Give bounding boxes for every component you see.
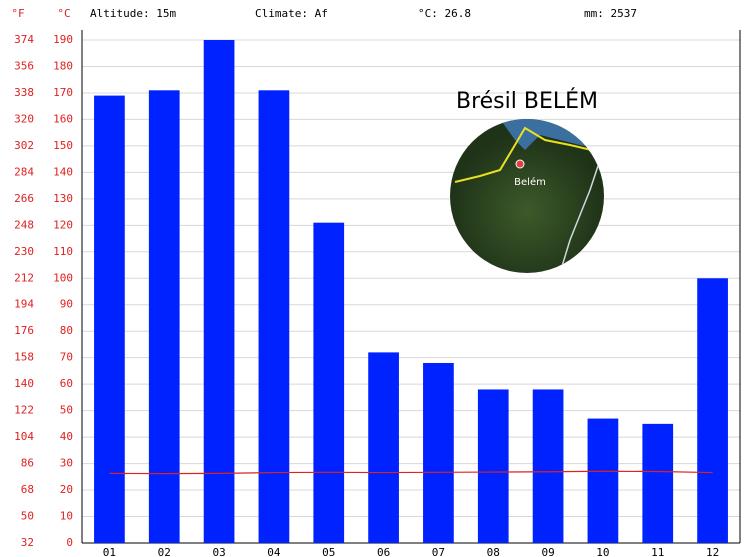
x-tick-label: 08 (487, 546, 500, 557)
bar (642, 423, 674, 543)
map-pin (515, 159, 525, 169)
y-tick-label: 160 (53, 112, 73, 125)
map (450, 119, 604, 273)
y-tick-label: 180 (53, 59, 73, 72)
y-tick-label: 40 (60, 430, 73, 443)
yf-tick-label: 50 (21, 510, 34, 523)
yf-tick-label: 104 (14, 430, 34, 443)
yf-tick-label: 374 (14, 33, 34, 46)
map-label: Belém (514, 176, 546, 188)
x-tick-label: 07 (432, 546, 445, 557)
temp-mean: °C: 26.8 (418, 7, 471, 20)
x-tick-label: 10 (596, 546, 609, 557)
yf-tick-label: 86 (21, 457, 34, 470)
yf-tick-label: 356 (14, 59, 34, 72)
x-tick-label: 01 (103, 546, 116, 557)
temp-line (109, 470, 713, 475)
x-tick-label: 05 (322, 546, 335, 557)
y-tick-label: 140 (53, 165, 73, 178)
yf-tick-label: 284 (14, 165, 34, 178)
y-tick-label: 110 (53, 245, 73, 258)
bar (258, 90, 290, 544)
y-tick-label: 50 (60, 404, 73, 417)
yf-tick-label: 248 (14, 218, 34, 231)
bar (368, 352, 399, 543)
y-tick-label: 80 (60, 324, 73, 337)
y-tick-label: 120 (53, 218, 73, 231)
yf-tick-label: 140 (14, 377, 34, 390)
yf-tick-label: 266 (14, 192, 34, 205)
overlay-title: Brésil BELÉM (456, 88, 598, 114)
x-tick-label: 02 (158, 546, 171, 557)
bar (148, 90, 180, 544)
x-tick-label: 03 (212, 546, 225, 557)
bar (94, 95, 125, 544)
x-tick-label: 06 (377, 546, 390, 557)
yf-tick-label: 338 (14, 86, 34, 99)
climate: Climate: Af (255, 7, 328, 20)
bar (587, 418, 619, 543)
x-tick-label: 09 (541, 546, 554, 557)
y-tick-label: 100 (53, 271, 73, 284)
y-tick-label: 170 (53, 86, 73, 99)
unit-c: °C (57, 7, 70, 20)
y-tick-label: 60 (60, 377, 73, 390)
yf-tick-label: 176 (14, 324, 34, 337)
y-tick-label: 70 (60, 351, 73, 364)
yf-tick-label: 230 (14, 245, 34, 258)
bar (203, 40, 235, 543)
yf-tick-label: 194 (14, 298, 34, 311)
yf-tick-label: 122 (14, 404, 34, 417)
altitude: Altitude: 15m (90, 7, 176, 20)
y-tick-label: 90 (60, 298, 73, 311)
unit-f: °F (11, 7, 24, 20)
yf-tick-label: 68 (21, 483, 34, 496)
bar (697, 278, 728, 543)
precip-total: mm: 2537 (584, 7, 637, 20)
y-tick-label: 30 (60, 457, 73, 470)
y-tick-label: 150 (53, 139, 73, 152)
yf-tick-label: 32 (21, 536, 34, 549)
y-tick-label: 190 (53, 33, 73, 46)
yf-tick-label: 212 (14, 271, 34, 284)
yf-tick-label: 320 (14, 112, 34, 125)
bar (532, 389, 564, 543)
y-tick-label: 0 (66, 536, 73, 549)
overlay: Brésil BELÉM Belém (450, 88, 604, 273)
yf-tick-label: 302 (14, 139, 34, 152)
y-tick-label: 130 (53, 192, 73, 205)
bar (313, 222, 345, 543)
bar (423, 362, 454, 543)
yf-tick-label: 158 (14, 351, 34, 364)
x-tick-label: 04 (267, 546, 281, 557)
x-tick-label: 11 (651, 546, 664, 557)
y-tick-label: 20 (60, 483, 73, 496)
x-tick-label: 12 (706, 546, 719, 557)
bar (477, 389, 509, 543)
y-tick-label: 10 (60, 510, 73, 523)
